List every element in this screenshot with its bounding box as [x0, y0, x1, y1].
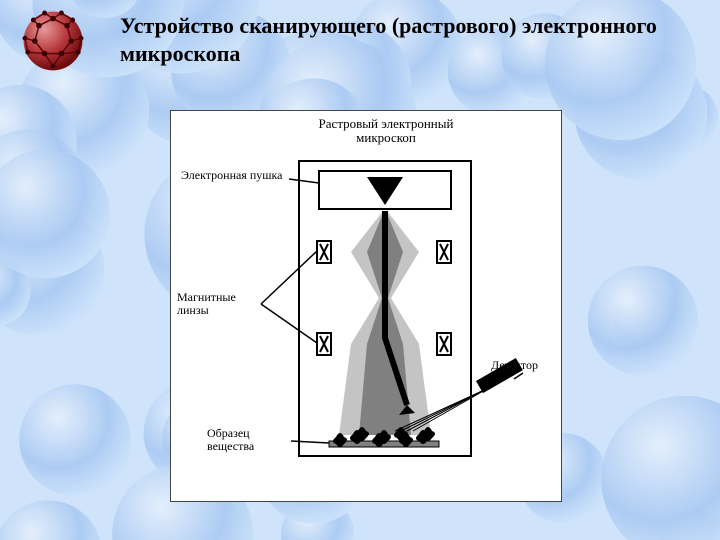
- page-title: Устройство сканирующего (растрового) эле…: [120, 12, 660, 67]
- label-detector: Детектор: [491, 359, 561, 372]
- label-electron-gun: Электронная пушка: [181, 169, 291, 182]
- fullerene-icon: [18, 6, 88, 76]
- diagram-panel: Растровый электронный микроскоп Электрон…: [170, 110, 562, 502]
- label-lenses: Магнитные линзы: [177, 291, 269, 317]
- label-sample: Образец вещества: [207, 427, 297, 453]
- diagram-header: Растровый электронный микроскоп: [301, 117, 471, 146]
